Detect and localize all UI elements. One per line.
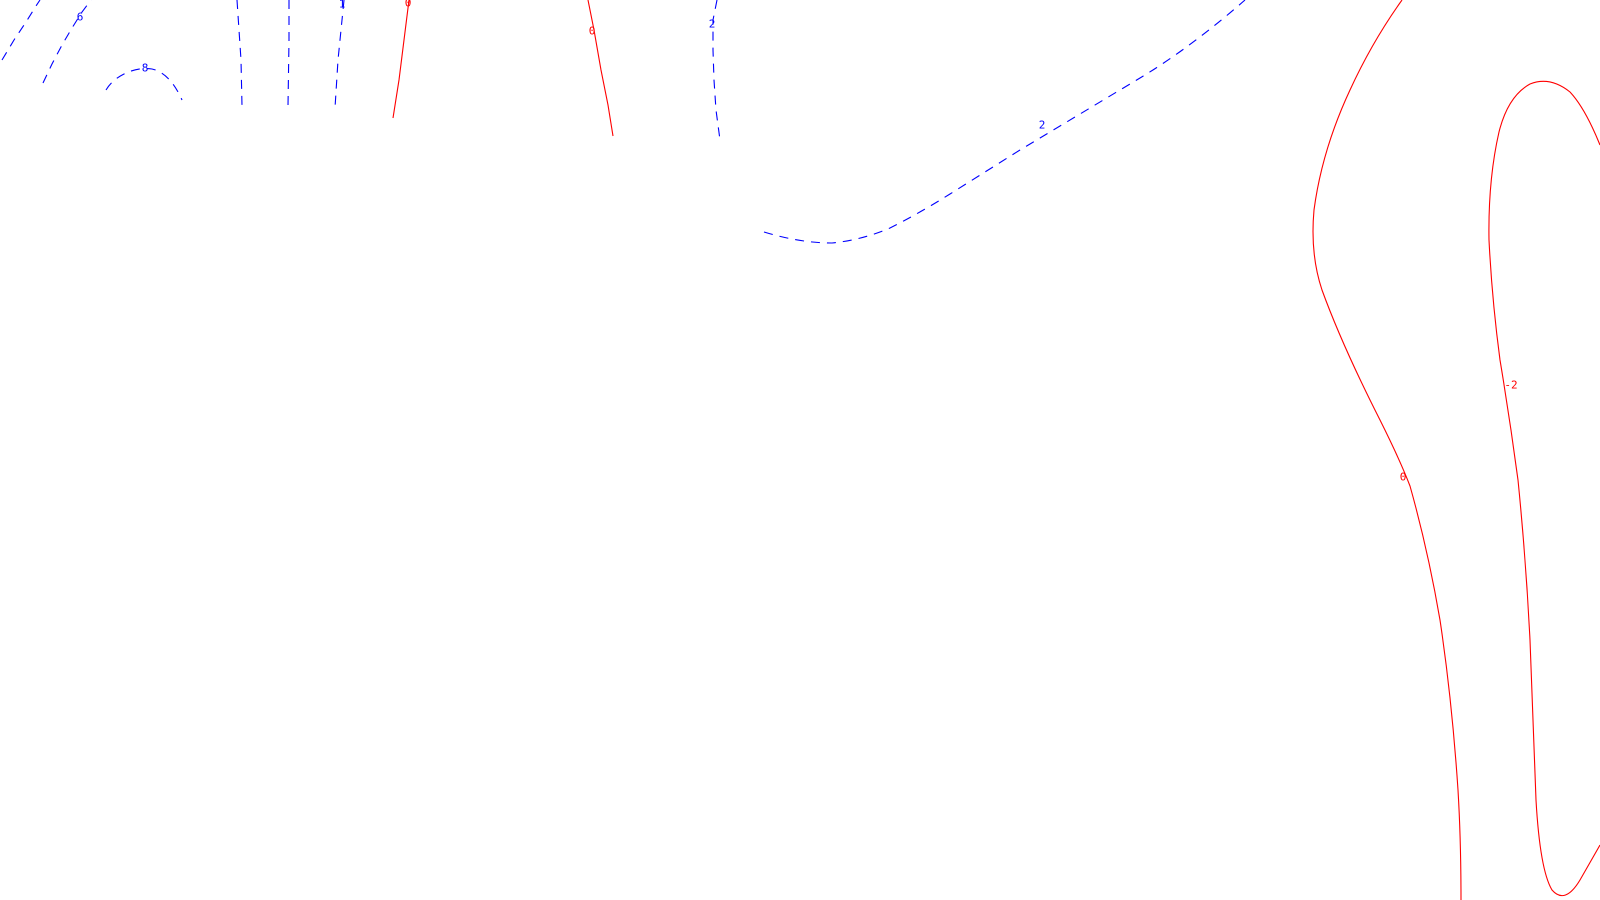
contour-line-8 bbox=[105, 68, 183, 101]
contour-line-left-b bbox=[287, 0, 290, 107]
contour-label-2-long: 2 bbox=[1039, 119, 1046, 132]
contour-line-0-mid bbox=[587, 0, 614, 137]
contour-labels: 6 8 1 0 0 2 2 0 -2 bbox=[77, 0, 1518, 484]
contour-label-8: 8 bbox=[142, 62, 149, 75]
contour-line-1 bbox=[334, 0, 345, 109]
contour-line-0-right bbox=[1312, 0, 1462, 900]
contour-label-0-mid: 0 bbox=[589, 25, 596, 38]
contour-line-0-left bbox=[392, 0, 410, 119]
positive-contours bbox=[1, 0, 1246, 244]
contour-line-6 bbox=[1, 0, 41, 61]
contour-line-2-long bbox=[763, 0, 1246, 244]
contour-label-6: 6 bbox=[77, 11, 84, 24]
contour-line-neg2 bbox=[1488, 80, 1600, 897]
contour-label-neg2: -2 bbox=[1504, 379, 1517, 392]
contour-line-left-a bbox=[236, 0, 243, 107]
contour-label-2-vertical: 2 bbox=[709, 18, 716, 31]
contour-line-6b bbox=[42, 0, 92, 84]
contour-label-0-right: 0 bbox=[1400, 471, 1407, 484]
negative-contours bbox=[1488, 80, 1600, 897]
contour-label-0-left: 0 bbox=[405, 0, 412, 10]
contour-line-2-vertical bbox=[712, 0, 721, 141]
contour-label-1: 1 bbox=[339, 0, 346, 11]
zero-contours bbox=[392, 0, 1462, 900]
